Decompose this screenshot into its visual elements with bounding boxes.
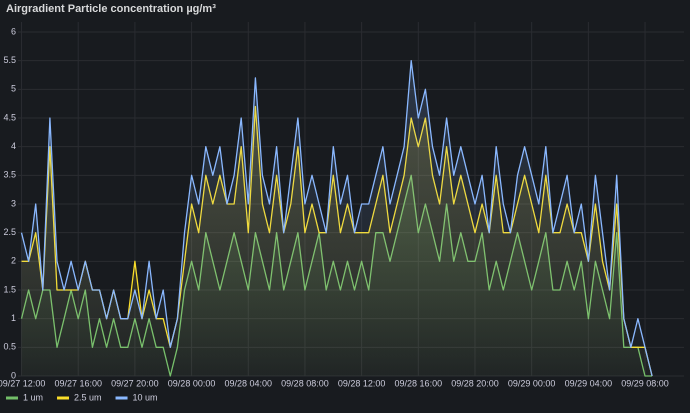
x-tick-label: 09/27 20:00 [111, 378, 159, 388]
x-tick-label: 09/27 16:00 [54, 378, 102, 388]
y-tick-label: 5.5 [3, 55, 16, 65]
y-tick-label: 3.5 [3, 170, 16, 180]
y-tick-label: 4.5 [3, 112, 16, 122]
y-tick-label: 6 [11, 26, 16, 36]
chart-title: Airgradient Particle concentration µg/m³ [6, 3, 216, 15]
area [21, 60, 653, 376]
y-tick-label: 1.5 [3, 284, 16, 294]
legend-label: 10 um [133, 392, 158, 402]
x-tick-label: 09/28 12:00 [338, 378, 386, 388]
y-tick-label: 0 [11, 370, 16, 380]
x-tick-label: 09/28 04:00 [224, 378, 272, 388]
y-tick-label: 2 [11, 256, 16, 266]
y-tick-label: 0.5 [3, 342, 16, 352]
x-tick-label: 09/29 04:00 [565, 378, 613, 388]
x-tick-label: 09/29 00:00 [508, 378, 556, 388]
legend-label: 2.5 um [74, 392, 102, 402]
x-tick-label: 09/28 00:00 [168, 378, 216, 388]
series-line [20, 60, 653, 377]
y-tick-label: 2.5 [3, 227, 16, 237]
x-tick-label: 09/28 20:00 [451, 378, 499, 388]
x-tick-label: 09/27 12:00 [0, 378, 45, 388]
y-tick-label: 3 [11, 198, 16, 208]
y-tick-label: 1 [11, 313, 16, 323]
plot-area [20, 60, 653, 377]
legend-label: 1 um [23, 392, 43, 402]
x-tick-label: 09/28 16:00 [395, 378, 443, 388]
y-tick-label: 5 [11, 84, 16, 94]
y-tick-label: 4 [11, 141, 16, 151]
x-tick-label: 09/28 08:00 [281, 378, 329, 388]
x-tick-label: 09/29 08:00 [621, 378, 669, 388]
